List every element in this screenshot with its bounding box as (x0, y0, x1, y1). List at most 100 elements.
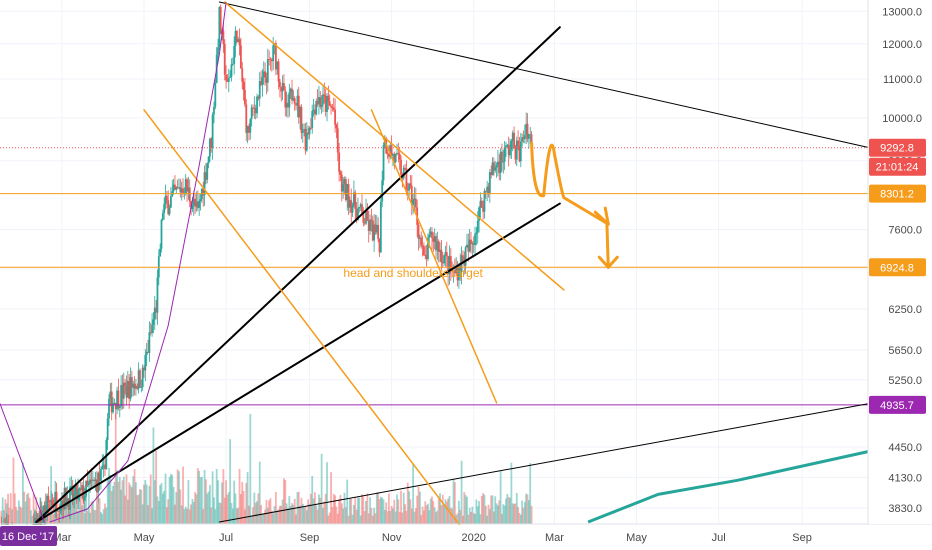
x-tick-label: Jul (219, 532, 233, 544)
candle-body (119, 406, 121, 408)
candle-body (431, 232, 433, 238)
candle-body (200, 199, 202, 201)
candle-body (342, 184, 344, 191)
candle-body (169, 208, 171, 214)
candle-body (422, 245, 424, 246)
candle-body (310, 128, 312, 129)
candle-body (88, 483, 90, 484)
candle-body (251, 107, 253, 119)
candle-body (311, 111, 313, 128)
candle-body (524, 135, 526, 139)
candle-body (502, 162, 504, 163)
candle-body (501, 152, 503, 162)
candle-body (443, 255, 445, 263)
candle-body (323, 94, 325, 96)
candle-body (380, 202, 382, 253)
candle-body (229, 77, 231, 78)
candle-body (377, 225, 379, 239)
candle-body (182, 188, 184, 193)
candle-body (418, 225, 420, 239)
candle-body (489, 172, 491, 193)
candle-body (504, 147, 506, 161)
candle-body (294, 98, 296, 104)
annotations: head and shoulders target (343, 266, 483, 280)
y-tick-label: 7600.0 (888, 224, 922, 236)
x-tick-label: May (134, 532, 155, 544)
candle-body (157, 278, 159, 313)
candle-body (309, 128, 311, 134)
candle-body (84, 496, 86, 501)
candle-body (465, 247, 467, 265)
candle-body (241, 68, 243, 82)
candle-body (301, 107, 303, 133)
price-badge-label: 8301.2 (880, 189, 914, 201)
y-tick-label: 13000.0 (882, 6, 922, 18)
candle-body (423, 246, 425, 254)
candle-body (208, 156, 210, 163)
price-badge-label: 4935.7 (880, 400, 914, 412)
candle-body (321, 105, 323, 107)
candle-body (420, 238, 422, 246)
candle-body (140, 387, 142, 388)
candle-body (101, 466, 103, 469)
candle-body (283, 83, 285, 90)
candle-body (358, 207, 360, 208)
candle-body (505, 146, 507, 148)
candle-body (475, 233, 477, 234)
y-tick-label: 11000.0 (883, 74, 922, 86)
x-tick-label: 2020 (461, 532, 485, 544)
candle-body (383, 145, 385, 180)
candle-body (213, 107, 215, 115)
x-tick-label: Sep (792, 532, 812, 544)
candle-body (477, 221, 479, 233)
x-tick-label: May (626, 532, 647, 544)
candle-body (340, 172, 342, 175)
candle-body (381, 180, 383, 201)
candle-body (371, 219, 373, 220)
candle-body (228, 78, 230, 82)
candle-body (336, 125, 338, 129)
candle-body (231, 64, 233, 76)
candle-body (148, 332, 150, 353)
candle-body (272, 45, 274, 61)
candle-body (520, 142, 522, 162)
y-tick-label: 12000.0 (882, 39, 922, 51)
candle-body (124, 383, 126, 386)
candle-body (212, 115, 214, 148)
candle-body (352, 205, 354, 213)
candle-body (428, 235, 430, 238)
candle-body (333, 108, 335, 110)
candle-body (189, 188, 191, 202)
candle-body (52, 500, 54, 505)
candle-body (474, 234, 476, 245)
candle-body (264, 71, 266, 77)
candle-body (256, 96, 258, 113)
candle-body (267, 59, 269, 83)
candle-body (278, 62, 280, 82)
candle-body (366, 210, 368, 220)
candle-body (107, 418, 109, 440)
candle-body (441, 250, 443, 262)
volume-bar (249, 414, 251, 524)
candle-body (239, 39, 241, 45)
candle-body (108, 399, 110, 419)
candle-body (206, 163, 208, 179)
candle-body (49, 502, 51, 503)
x-axis-ticks: Mar May Jul Sep Nov 2020 Mar May Jul Sep 16 Dec '1… (0, 525, 932, 550)
price-badge-label: 6924.8 (880, 262, 914, 274)
candle-body (249, 119, 251, 133)
candle-body (142, 368, 144, 387)
candle-body (397, 153, 399, 154)
candle-body (240, 45, 242, 68)
y-tick-label: 5250.0 (888, 375, 922, 387)
candle-body (222, 31, 224, 44)
candle-body (220, 7, 222, 34)
candle-body (224, 44, 226, 75)
candle-body (517, 141, 519, 146)
candle-body (288, 92, 290, 107)
x-tick-label: Nov (382, 532, 402, 544)
volume-bar (326, 462, 328, 524)
price-badge-label: 9292.8 (880, 143, 914, 155)
candle-body (159, 249, 161, 257)
